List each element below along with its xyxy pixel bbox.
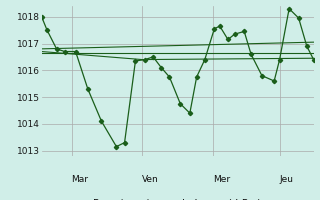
Text: Jeu: Jeu	[280, 175, 294, 184]
Text: Mar: Mar	[72, 175, 89, 184]
Text: Ven: Ven	[142, 175, 159, 184]
Text: Pression niveau de la mer( hPa ): Pression niveau de la mer( hPa )	[93, 198, 262, 200]
Text: Mer: Mer	[213, 175, 230, 184]
